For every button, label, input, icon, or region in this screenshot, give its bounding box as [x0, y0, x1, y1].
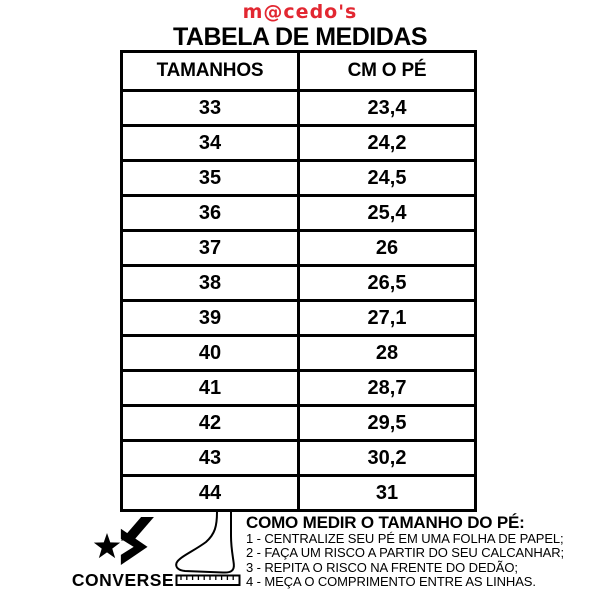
how-to-step-4: 4 - MEÇA O COMPRIMENTO ENTRE AS LINHAS.	[246, 574, 536, 590]
cell-size: 37	[120, 229, 300, 267]
how-to-measure-heading: COMO MEDIR O TAMANHO DO PÉ:	[246, 513, 525, 532]
how-to-step-3: 3 - REPITA O RISCO NA FRENTE DO DEDÃO;	[246, 559, 518, 575]
brand-logo: m@cedo's	[242, 1, 358, 23]
cell-size: 40	[120, 334, 300, 372]
table-row: 43 30,2	[120, 439, 477, 477]
col-header-cm-o-pe: CM O PÉ	[297, 50, 477, 92]
table-row: 37 26	[120, 229, 477, 267]
cell-cm: 27,1	[297, 299, 477, 337]
cell-cm: 31	[297, 474, 477, 512]
table-row: 39 27,1	[120, 299, 477, 337]
foot-on-ruler-icon	[175, 511, 241, 586]
how-to-step-2: 2 - FAÇA UM RISCO A PARTIR DO SEU CALCAN…	[246, 545, 565, 561]
cell-cm: 23,4	[297, 89, 477, 127]
cell-cm: 28	[297, 334, 477, 372]
table-row: 38 26,5	[120, 264, 477, 302]
cell-cm: 25,4	[297, 194, 477, 232]
table-header-row: TAMANHOS CM O PÉ	[120, 50, 477, 92]
cell-cm: 24,2	[297, 124, 477, 162]
converse-logo-block: CONVERSE	[68, 513, 178, 591]
cell-cm: 24,5	[297, 159, 477, 197]
size-table-body: 33 23,4 34 24,2 35 24,5 36 25,4 37 26 38 26,5 39 27,1…	[120, 89, 477, 512]
table-row: 44 31	[120, 474, 477, 512]
cell-size: 34	[120, 124, 300, 162]
cell-size: 38	[120, 264, 300, 302]
table-row: 41 28,7	[120, 369, 477, 407]
cell-size: 42	[120, 404, 300, 442]
table-row: 35 24,5	[120, 159, 477, 197]
cell-size: 44	[120, 474, 300, 512]
table-row: 40 28	[120, 334, 477, 372]
table-row: 34 24,2	[120, 124, 477, 162]
cell-size: 43	[120, 439, 300, 477]
table-row: 42 29,5	[120, 404, 477, 442]
cell-cm: 29,5	[297, 404, 477, 442]
how-to-measure-section: COMO MEDIR O TAMANHO DO PÉ: 1 - CENTRALI…	[246, 513, 586, 590]
cell-cm: 30,2	[297, 439, 477, 477]
cell-size: 41	[120, 369, 300, 407]
cell-cm: 28,7	[297, 369, 477, 407]
converse-wordmark: CONVERSE	[71, 570, 175, 590]
how-to-step-1: 1 - CENTRALIZE SEU PÉ EM UMA FOLHA DE PA…	[246, 531, 564, 546]
cell-cm: 26,5	[297, 264, 477, 302]
table-row: 33 23,4	[120, 89, 477, 127]
page-title: TABELA DE MEDIDAS	[173, 23, 428, 51]
converse-star-chevron-icon	[93, 517, 154, 565]
col-header-tamanhos: TAMANHOS	[120, 50, 300, 92]
size-table: TAMANHOS CM O PÉ 33 23,4 34 24,2 35 24,5 36 25,…	[120, 50, 477, 512]
table-row: 36 25,4	[120, 194, 477, 232]
cell-size: 35	[120, 159, 300, 197]
cell-size: 36	[120, 194, 300, 232]
cell-size: 33	[120, 89, 300, 127]
cell-cm: 26	[297, 229, 477, 267]
cell-size: 39	[120, 299, 300, 337]
